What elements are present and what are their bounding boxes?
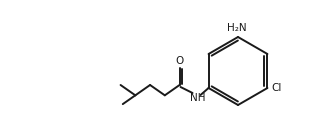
Text: NH: NH xyxy=(190,93,205,103)
Text: H₂N: H₂N xyxy=(227,23,247,32)
Text: Cl: Cl xyxy=(272,83,282,93)
Text: O: O xyxy=(175,56,184,66)
